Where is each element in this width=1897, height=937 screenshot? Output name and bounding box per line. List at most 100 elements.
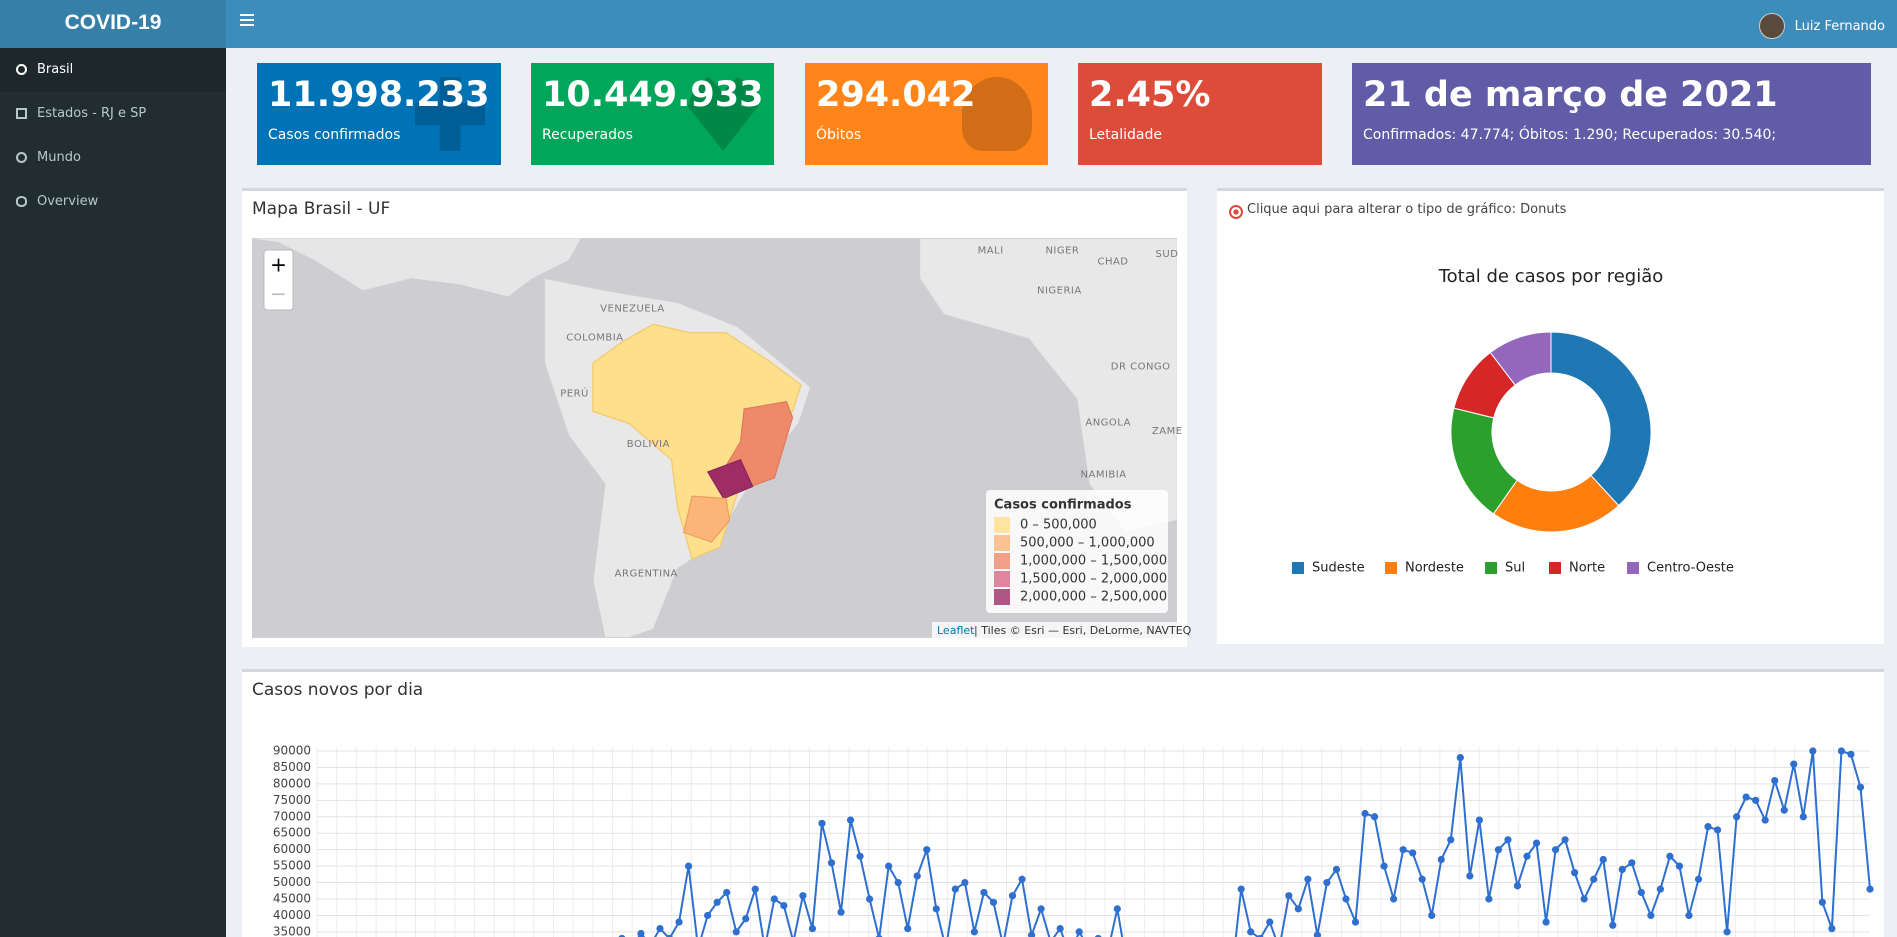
donut-slice (1550, 331, 1652, 507)
point (885, 862, 893, 870)
point (1828, 925, 1836, 933)
region (706, 459, 754, 500)
info-label: Letalidade (1089, 127, 1162, 143)
point (1742, 793, 1750, 801)
map-label: MALI (978, 245, 1004, 256)
point (799, 892, 807, 900)
point (1647, 911, 1655, 920)
y-tick-label: 85000 (273, 760, 311, 774)
point (989, 898, 998, 906)
legend-label: 1,500,000 – 2,000,000 (1020, 572, 1167, 587)
point (1799, 813, 1807, 821)
map-label: ANGOLA (1085, 417, 1131, 428)
point (1599, 855, 1607, 864)
legend-label: 2,000,000 – 2,500,000 (1020, 590, 1167, 605)
map[interactable] (252, 238, 1178, 638)
toggle-label[interactable]: Clique aqui para alterar o tipo de gráfi… (1247, 202, 1567, 217)
point (818, 819, 826, 827)
point (1837, 747, 1846, 755)
point (837, 908, 845, 916)
point (1656, 885, 1664, 893)
menu-item[interactable]: Brasil (0, 48, 226, 92)
zoom-out[interactable]: − (270, 282, 287, 306)
point (1018, 875, 1026, 883)
legend-label: Centro-Oeste (1647, 561, 1734, 576)
menu-toggle[interactable] (240, 14, 254, 28)
map-label: ZAME (1152, 426, 1183, 437)
zoom-in[interactable]: + (270, 253, 287, 277)
legend-label: 0 – 500,000 (1020, 518, 1097, 533)
info-box: 11.998.233 Casos confirmados (257, 63, 501, 165)
y-tick-label: 45000 (273, 892, 311, 906)
point (1532, 839, 1541, 847)
point (1504, 836, 1512, 844)
menu-item[interactable]: Estados - RJ e SP (0, 92, 226, 136)
point (1847, 750, 1855, 758)
user-menu[interactable]: Luiz Fernando (1758, 13, 1885, 39)
map-label: VENEZUELA (600, 304, 665, 315)
point (1513, 882, 1522, 890)
point (1723, 928, 1731, 936)
map-label: CHAD (1097, 256, 1128, 267)
point (1761, 816, 1769, 824)
point (1294, 905, 1302, 913)
map-label: SUD (1156, 249, 1179, 260)
point (1694, 875, 1703, 883)
logo[interactable]: COVID-19 (0, 0, 226, 48)
date-text: Confirmados: 47.774; Óbitos: 1.290; Recu… (1363, 127, 1777, 143)
menu-label: Overview (37, 194, 99, 209)
point (1609, 921, 1617, 929)
point (1580, 895, 1588, 903)
point (1447, 836, 1455, 844)
point (1551, 846, 1560, 854)
legend-swatch (1627, 562, 1639, 574)
legend-swatch (994, 571, 1010, 587)
point (1075, 928, 1083, 936)
point (1428, 911, 1436, 920)
point (1733, 813, 1741, 821)
point (704, 911, 712, 920)
point (866, 895, 874, 903)
point (961, 878, 969, 887)
map-legend (986, 490, 1168, 613)
legend-swatch (994, 553, 1010, 569)
sidebar: Brasil Estados - RJ e SP Mundo Overview (0, 48, 226, 937)
point (827, 859, 836, 867)
point (1361, 809, 1369, 818)
point (1027, 931, 1036, 937)
point (1285, 892, 1293, 900)
legend-swatch (1292, 562, 1304, 574)
point (770, 895, 778, 903)
y-tick-label: 65000 (273, 826, 311, 840)
zoom-control (263, 249, 294, 311)
menu-item[interactable]: Overview (0, 180, 226, 224)
info-value: 10.449.933 (542, 75, 764, 115)
point (1351, 918, 1360, 926)
point (1790, 760, 1798, 768)
map-label: NIGERIA (1037, 285, 1082, 296)
legend-swatch (1485, 562, 1497, 574)
legend-swatch (994, 589, 1010, 605)
legend-label: Sul (1505, 561, 1525, 576)
map-label: DR CONGO (1111, 362, 1171, 373)
legend-label: Norte (1569, 561, 1605, 576)
user-name: Luiz Fernando (1794, 18, 1885, 34)
icon (962, 77, 1032, 151)
point (808, 925, 817, 933)
info-label: Recuperados (542, 127, 633, 143)
radio[interactable] (1229, 205, 1243, 219)
point (675, 918, 683, 926)
info-box: 294.042 Óbitos (805, 63, 1048, 165)
point (970, 928, 979, 936)
attribution-link[interactable]: Leaflet (937, 624, 975, 637)
point (1809, 747, 1817, 755)
info-value: 294.042 (816, 75, 976, 115)
legend-label: 500,000 – 1,000,000 (1020, 536, 1155, 551)
point (1628, 859, 1636, 867)
point (1856, 783, 1865, 791)
point (1523, 852, 1531, 860)
legend-swatch (994, 535, 1010, 551)
point (1266, 918, 1274, 926)
menu-item[interactable]: Mundo (0, 136, 226, 180)
